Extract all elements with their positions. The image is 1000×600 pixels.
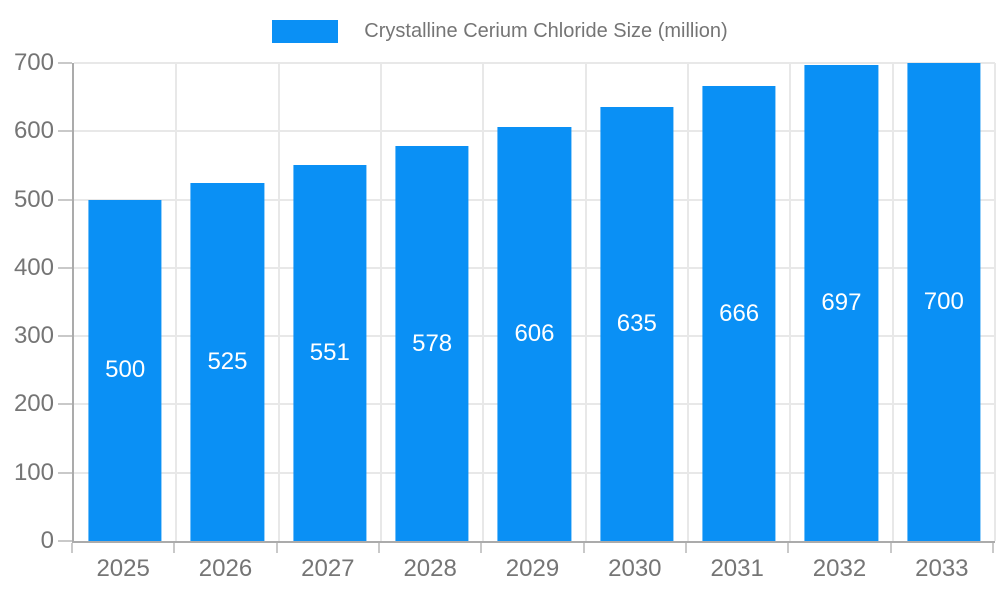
y-tick-label: 300 <box>13 322 54 350</box>
gridline-vertical <box>584 63 587 541</box>
bar-2030[interactable]: 635 <box>600 107 674 541</box>
x-tick-mark <box>787 543 790 553</box>
y-tick-label: 600 <box>13 117 54 145</box>
bar-value-label: 578 <box>412 329 453 357</box>
gridline-vertical <box>994 63 996 541</box>
y-tick-label: 400 <box>13 253 54 281</box>
chart-legend[interactable]: Crystalline Cerium Chloride Size (millio… <box>0 20 1000 43</box>
bar-value-label: 697 <box>821 289 862 317</box>
gridline-vertical <box>789 63 792 541</box>
bar-value-label: 635 <box>616 310 657 338</box>
x-tick-label: 2029 <box>505 555 560 582</box>
gridline-vertical <box>482 63 485 541</box>
x-tick-label: 2025 <box>96 555 150 582</box>
x-tick-mark <box>889 543 892 553</box>
gridline-vertical <box>277 63 280 541</box>
x-tick-mark <box>275 543 278 553</box>
bar-2028[interactable]: 578 <box>395 146 469 541</box>
y-tick-mark <box>58 335 72 338</box>
bar-cell-2030: 635 <box>586 63 688 541</box>
bar-value-label: 606 <box>514 320 555 348</box>
legend-swatch <box>272 20 339 43</box>
y-tick-mark <box>58 266 72 269</box>
bar-cell-2031: 666 <box>688 63 790 541</box>
x-tick-mark <box>992 543 994 553</box>
x-tick-label: 2033 <box>915 555 969 582</box>
gridline-vertical <box>891 63 894 541</box>
y-tick-mark <box>58 540 72 542</box>
x-tick-mark <box>71 543 73 553</box>
y-tick-label: 100 <box>13 458 54 486</box>
gridline-vertical <box>687 63 689 541</box>
x-tick-mark <box>582 543 585 553</box>
bar-2033[interactable]: 700 <box>907 63 981 541</box>
bar-cell-2032: 697 <box>790 63 892 541</box>
x-tick-label: 2030 <box>608 555 662 582</box>
bar-2027[interactable]: 551 <box>293 164 367 541</box>
bar-value-label: 525 <box>207 347 248 375</box>
x-tick-label: 2026 <box>198 555 253 582</box>
gridline-vertical <box>175 63 178 541</box>
y-tick-mark <box>58 403 72 406</box>
y-tick-label: 500 <box>13 185 54 213</box>
y-tick-mark <box>58 62 72 64</box>
gridline-horizontal <box>74 62 995 64</box>
y-tick-mark <box>58 198 72 201</box>
x-tick-mark <box>173 543 176 553</box>
bars-layer: 500 525 551 578 606 635 666 697 700 <box>74 63 995 541</box>
x-tick-label: 2028 <box>403 555 457 582</box>
bar-value-label: 700 <box>923 288 964 315</box>
y-tick-label: 200 <box>13 390 54 418</box>
bar-2025[interactable]: 500 <box>88 199 162 541</box>
x-tick-label: 2027 <box>301 555 355 582</box>
bar-value-label: 551 <box>309 338 350 366</box>
bar-cell-2033: 700 <box>893 63 995 541</box>
y-tick-mark <box>58 471 72 474</box>
x-tick-mark <box>480 543 483 553</box>
y-tick-mark <box>58 130 72 133</box>
bar-cell-2027: 551 <box>279 63 381 541</box>
bar-cell-2029: 606 <box>483 63 585 541</box>
bar-value-label: 666 <box>719 299 760 327</box>
bar-2031[interactable]: 666 <box>702 86 776 541</box>
bar-2029[interactable]: 606 <box>497 127 572 541</box>
bar-2032[interactable]: 697 <box>804 65 879 541</box>
bar-cell-2025: 500 <box>74 63 176 541</box>
y-tick-label: 0 <box>40 527 54 554</box>
x-tick-mark <box>378 543 380 553</box>
bar-value-label: 500 <box>105 356 146 384</box>
x-tick-mark <box>685 543 687 553</box>
bar-cell-2028: 578 <box>381 63 483 541</box>
bar-cell-2026: 525 <box>176 63 278 541</box>
legend-label: Crystalline Cerium Chloride Size (millio… <box>364 20 728 42</box>
x-tick-label: 2031 <box>710 555 764 582</box>
plot-area: 500 525 551 578 606 635 666 697 700 <box>72 62 996 543</box>
x-tick-label: 2032 <box>812 555 867 582</box>
y-tick-label: 700 <box>13 49 54 76</box>
gridline-vertical <box>380 63 382 541</box>
bar-2026[interactable]: 525 <box>190 182 265 541</box>
